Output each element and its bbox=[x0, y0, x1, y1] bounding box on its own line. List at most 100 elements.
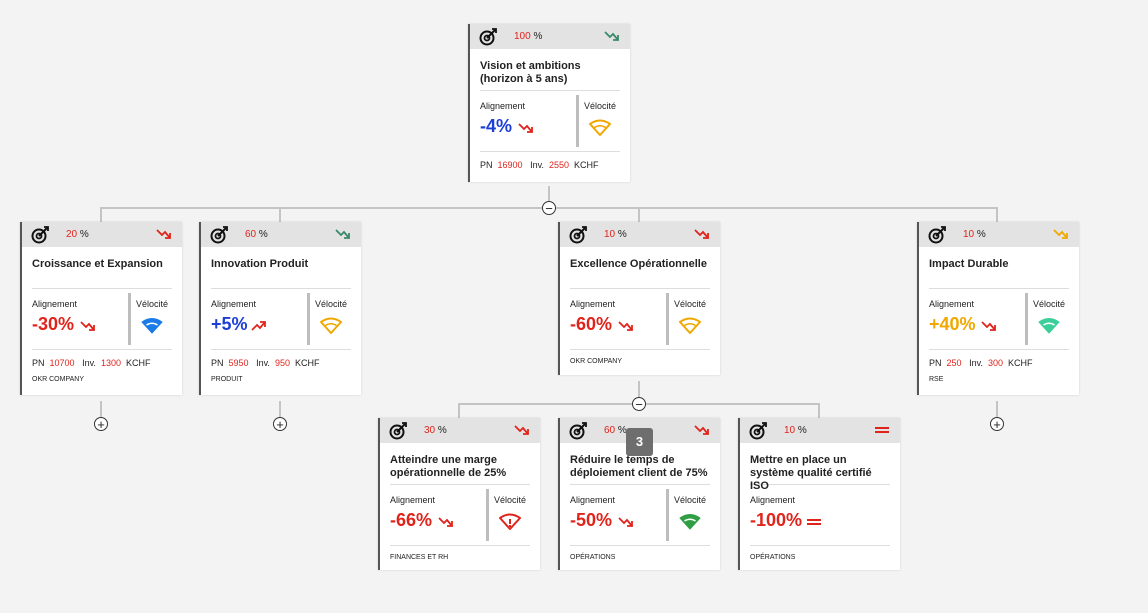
trend-equal-icon bbox=[874, 424, 890, 436]
collapse-root-button[interactable]: − bbox=[542, 201, 556, 215]
trend-down-icon bbox=[514, 424, 530, 436]
card-title: Mettre en place un système qualité certif… bbox=[750, 454, 872, 492]
alignment-value: +5% bbox=[211, 314, 248, 334]
trend-down-icon bbox=[694, 424, 710, 436]
okr-card-marge[interactable]: 30 % Atteindre une marge opérationnelle d… bbox=[378, 418, 540, 570]
card-title: Impact Durable bbox=[929, 258, 1009, 270]
target-icon bbox=[479, 28, 497, 46]
card-title: Excellence Opérationnelle bbox=[570, 258, 707, 270]
velocity-wifi-icon bbox=[588, 119, 612, 137]
weight-percent: 20 % bbox=[66, 229, 89, 240]
card-title: Croissance et Expansion bbox=[32, 258, 163, 270]
department-label: OPÉRATIONS bbox=[570, 554, 616, 561]
target-icon bbox=[569, 226, 587, 244]
velocity-wifi-icon bbox=[678, 513, 702, 531]
alignment-label: Alignement bbox=[929, 299, 975, 309]
count-badge: 3 bbox=[626, 428, 653, 456]
velocity-label: Vélocité bbox=[584, 101, 617, 111]
velocity-label: Vélocité bbox=[494, 495, 527, 505]
connector-card2-expand bbox=[279, 401, 281, 417]
trend-equal-icon bbox=[806, 516, 822, 528]
weight-percent: 10 % bbox=[604, 229, 627, 240]
trend-up-icon bbox=[251, 320, 267, 332]
department-label: OKR COMPANY bbox=[570, 358, 622, 365]
weight-percent: 100 % bbox=[514, 31, 543, 42]
okr-card-innovation[interactable]: 60 % Innovation Produit Alignement +5% V… bbox=[199, 222, 361, 395]
connector-to-sub-1 bbox=[458, 403, 460, 418]
alignment-value: +40% bbox=[929, 314, 976, 334]
weight-percent: 60 % bbox=[604, 425, 627, 436]
velocity-wifi-icon bbox=[319, 317, 343, 335]
card-title: Réduire le temps de déploiement client de… bbox=[570, 454, 708, 479]
trend-down-icon bbox=[156, 228, 172, 240]
budget-line: PN 250 Inv. 300 KCHF bbox=[929, 358, 1033, 368]
collapse-excellence-button[interactable]: − bbox=[632, 397, 646, 411]
alignment-label: Alignement bbox=[480, 101, 526, 111]
velocity-label: Vélocité bbox=[674, 299, 707, 309]
alignment-value: -66% bbox=[390, 510, 433, 530]
velocity-label: Vélocité bbox=[136, 299, 169, 309]
velocity-alert-icon bbox=[498, 513, 522, 531]
velocity-label: Vélocité bbox=[1033, 299, 1066, 309]
connector-to-card-3 bbox=[638, 207, 640, 222]
metric-divider bbox=[576, 95, 579, 147]
connector-to-sub-3 bbox=[818, 403, 820, 418]
trend-down-icon bbox=[694, 228, 710, 240]
department-label: RSE bbox=[929, 376, 944, 383]
connector-card4-expand bbox=[996, 401, 998, 417]
alignment-value: -4% bbox=[480, 116, 513, 136]
expand-innovation-button[interactable]: + bbox=[273, 417, 287, 431]
department-label: PRODUIT bbox=[211, 376, 243, 383]
alignment-value: -100% bbox=[750, 510, 803, 530]
alignment-value: -30% bbox=[32, 314, 75, 334]
alignment-label: Alignement bbox=[211, 299, 257, 309]
trend-down-icon bbox=[335, 228, 351, 240]
okr-card-iso[interactable]: 10 % Mettre en place un système qualité c… bbox=[738, 418, 900, 570]
okr-card-root[interactable]: 100 % Vision et ambitions (horizon à 5 an… bbox=[468, 24, 630, 182]
divider bbox=[480, 90, 620, 91]
okr-card-deploiement[interactable]: 60 % Réduire le temps de déploiement clie… bbox=[558, 418, 720, 570]
trend-down-icon bbox=[518, 122, 534, 134]
connector-root-down bbox=[548, 186, 550, 203]
department-label: OPÉRATIONS bbox=[750, 554, 796, 561]
connector-to-card-4 bbox=[996, 207, 998, 222]
velocity-label: Vélocité bbox=[315, 299, 348, 309]
target-icon bbox=[928, 226, 946, 244]
expand-croissance-button[interactable]: + bbox=[94, 417, 108, 431]
connector-to-card-1 bbox=[100, 207, 102, 222]
alignment-label: Alignement bbox=[390, 495, 436, 505]
velocity-wifi-icon bbox=[1037, 317, 1061, 335]
velocity-label: Vélocité bbox=[674, 495, 707, 505]
budget-line: PN 16900 Inv. 2550 KCHF bbox=[480, 160, 599, 170]
weight-percent: 60 % bbox=[245, 229, 268, 240]
trend-down-icon bbox=[604, 30, 620, 42]
target-icon bbox=[569, 422, 587, 440]
expand-impact-button[interactable]: + bbox=[990, 417, 1004, 431]
card-header: 100 % bbox=[470, 24, 630, 49]
alignment-label: Alignement bbox=[750, 495, 796, 505]
alignment-label: Alignement bbox=[32, 299, 78, 309]
alignment-value: -50% bbox=[570, 510, 613, 530]
target-icon bbox=[31, 226, 49, 244]
connector-card3-down bbox=[638, 381, 640, 399]
okr-card-excellence[interactable]: 10 % Excellence Opérationnelle Alignemen… bbox=[558, 222, 720, 375]
budget-line: PN 10700 Inv. 1300 KCHF bbox=[32, 358, 151, 368]
alignment-value: -60% bbox=[570, 314, 613, 334]
weight-percent: 30 % bbox=[424, 425, 447, 436]
budget-line: PN 5950 Inv. 950 KCHF bbox=[211, 358, 320, 368]
weight-percent: 10 % bbox=[963, 229, 986, 240]
card-title: Innovation Produit bbox=[211, 258, 309, 270]
target-icon bbox=[749, 422, 767, 440]
okr-card-croissance[interactable]: 20 % Croissance et Expansion Alignement … bbox=[20, 222, 182, 395]
trend-down-icon bbox=[981, 320, 997, 332]
velocity-wifi-icon bbox=[678, 317, 702, 335]
trend-down-icon bbox=[1053, 228, 1069, 240]
velocity-wifi-icon bbox=[140, 317, 164, 335]
department-label: FINANCES ET RH bbox=[390, 554, 449, 561]
trend-down-icon bbox=[438, 516, 454, 528]
trend-down-icon bbox=[80, 320, 96, 332]
card-title: Vision et ambitions (horizon à 5 ans) bbox=[480, 60, 581, 85]
department-label: OKR COMPANY bbox=[32, 376, 84, 383]
card-title: Atteindre une marge opérationnelle de 25% bbox=[390, 454, 507, 479]
okr-card-impact[interactable]: 10 % Impact Durable Alignement +40% Vélo… bbox=[917, 222, 1079, 395]
